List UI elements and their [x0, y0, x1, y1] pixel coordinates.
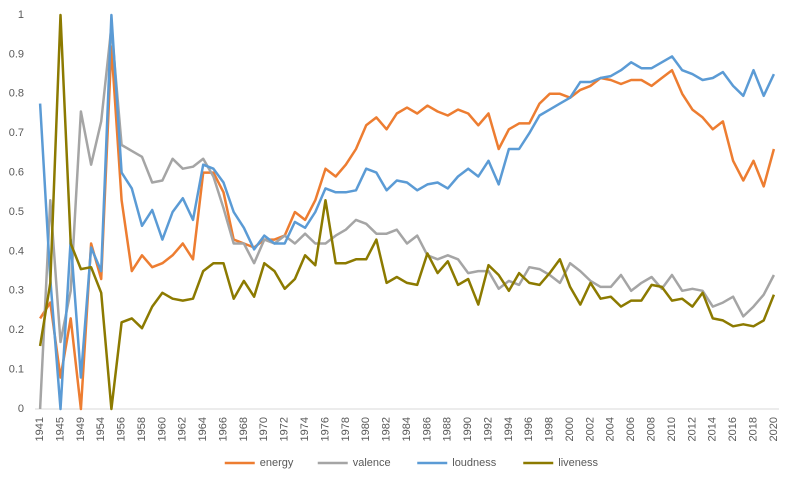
- y-tick-label: 0.9: [9, 48, 24, 60]
- y-tick-label: 1: [18, 9, 24, 21]
- x-tick-label: 1988: [442, 417, 454, 441]
- y-tick-label: 0: [18, 403, 24, 415]
- x-tick-label: 1998: [544, 417, 556, 441]
- x-tick-label: 1949: [75, 417, 87, 441]
- y-tick-label: 0.3: [9, 285, 24, 297]
- x-tick-label: 1984: [401, 417, 413, 441]
- line-series: [38, 13, 776, 411]
- legend-label: valence: [353, 457, 391, 469]
- x-tick-label: 1980: [360, 417, 372, 441]
- x-tick-label: 1972: [279, 417, 291, 441]
- line-series: [38, 13, 776, 411]
- x-tick-label: 2006: [625, 417, 637, 441]
- x-tick-label: 1986: [421, 417, 433, 441]
- legend-label: loudness: [452, 457, 497, 469]
- x-tick-label: 2018: [747, 417, 759, 441]
- line-series: [38, 25, 776, 410]
- y-tick-label: 0.7: [9, 127, 24, 139]
- x-tick-label: 1982: [381, 417, 393, 441]
- y-tick-label: 0.5: [9, 206, 24, 218]
- x-tick-label: 2012: [686, 417, 698, 441]
- x-tick-label: 2008: [646, 417, 658, 441]
- y-tick-label: 0.8: [9, 88, 24, 100]
- x-tick-label: 1992: [482, 417, 494, 441]
- x-tick-label: 1968: [238, 417, 250, 441]
- x-tick-label: 1962: [177, 417, 189, 441]
- x-tick-label: 2004: [605, 417, 617, 441]
- x-tick-label: 2000: [564, 417, 576, 441]
- y-tick-label: 0.6: [9, 167, 24, 179]
- x-tick-label: 1941: [34, 417, 46, 441]
- x-tick-label: 1996: [523, 417, 535, 441]
- x-tick-label: 1945: [54, 417, 66, 441]
- x-tick-label: 2002: [584, 417, 596, 441]
- x-tick-label: 2010: [666, 417, 678, 441]
- x-tick-label: 1966: [217, 417, 229, 441]
- legend-label: energy: [260, 457, 294, 469]
- x-tick-label: 1976: [319, 417, 331, 441]
- x-tick-label: 1978: [340, 417, 352, 441]
- x-tick-label: 2016: [727, 417, 739, 441]
- x-tick-label: 1958: [136, 417, 148, 441]
- x-tick-label: 1994: [503, 417, 515, 441]
- x-tick-label: 1974: [299, 417, 311, 441]
- x-tick-label: 2014: [707, 417, 719, 441]
- x-tick-label: 1990: [462, 417, 474, 441]
- x-tick-label: 2020: [768, 417, 780, 441]
- x-tick-label: 1960: [156, 417, 168, 441]
- x-tick-label: 1954: [95, 417, 107, 441]
- y-tick-label: 0.1: [9, 364, 24, 376]
- x-tick-label: 1964: [197, 417, 209, 441]
- x-tick-label: 1970: [258, 417, 270, 441]
- line-series: [39, 45, 776, 411]
- legend-label: liveness: [558, 457, 598, 469]
- y-tick-label: 0.2: [9, 324, 24, 336]
- y-tick-label: 0.4: [9, 245, 24, 257]
- x-tick-label: 1956: [116, 417, 128, 441]
